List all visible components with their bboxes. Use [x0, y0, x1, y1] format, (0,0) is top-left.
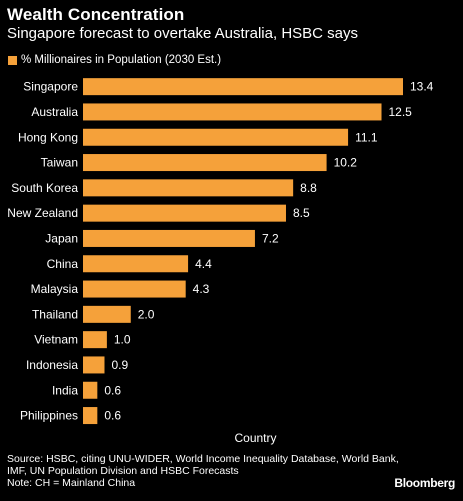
- legend-label: % Millionaires in Population (2030 Est.): [21, 54, 222, 66]
- legend: % Millionaires in Population (2030 Est.): [8, 54, 221, 66]
- bar: [83, 407, 98, 425]
- chart-subtitle: Singapore forecast to overtake Australia…: [7, 25, 359, 42]
- note-text: Note: CH = Mainland China: [7, 477, 136, 489]
- value-label: 8.8: [300, 181, 317, 195]
- value-label: 0.6: [104, 383, 121, 397]
- category-label: China: [47, 257, 79, 271]
- category-label: South Korea: [11, 181, 78, 195]
- value-label: 10.2: [334, 156, 358, 170]
- bar: [83, 255, 189, 273]
- source-text: Source: HSBC, citing UNU-WIDER, World In…: [7, 453, 399, 477]
- bar: [83, 280, 186, 298]
- x-axis-label: Country: [234, 431, 277, 445]
- bar: [83, 381, 98, 399]
- bar: [83, 229, 255, 247]
- category-label: Vietnam: [34, 333, 78, 347]
- bloomberg-logo: Bloomberg: [394, 476, 455, 490]
- category-label: Japan: [45, 231, 78, 245]
- category-label: Philippines: [20, 409, 78, 423]
- source-note: Source: HSBC, citing UNU-WIDER, World In…: [7, 453, 417, 489]
- value-label: 11.1: [355, 130, 378, 144]
- bar: [83, 331, 107, 349]
- category-label: Taiwan: [41, 156, 78, 170]
- bar: [83, 356, 105, 374]
- bar: [83, 204, 286, 222]
- bar: [83, 305, 131, 323]
- bar: [83, 179, 294, 197]
- value-label: 0.6: [104, 409, 121, 423]
- chart-title: Wealth Concentration: [7, 5, 185, 24]
- bar: [83, 128, 349, 146]
- category-label: Australia: [31, 105, 78, 119]
- value-label: 8.5: [293, 206, 310, 220]
- value-label: 4.4: [195, 257, 212, 271]
- category-label: New Zealand: [7, 206, 78, 220]
- value-label: 12.5: [389, 105, 413, 119]
- bar: [83, 154, 327, 172]
- category-label: India: [52, 383, 78, 397]
- value-label: 7.2: [262, 231, 279, 245]
- bar: [83, 78, 403, 96]
- category-label: Indonesia: [26, 358, 78, 372]
- value-label: 1.0: [114, 333, 131, 347]
- category-label: Hong Kong: [18, 130, 78, 144]
- legend-swatch: [8, 55, 17, 65]
- value-label: 2.0: [138, 307, 155, 321]
- value-label: 4.3: [193, 282, 210, 296]
- value-label: 0.9: [111, 358, 128, 372]
- value-label: 13.4: [410, 80, 434, 94]
- bar: [83, 103, 382, 121]
- category-label: Thailand: [32, 307, 78, 321]
- category-label: Malaysia: [31, 282, 79, 296]
- category-label: Singapore: [23, 80, 78, 94]
